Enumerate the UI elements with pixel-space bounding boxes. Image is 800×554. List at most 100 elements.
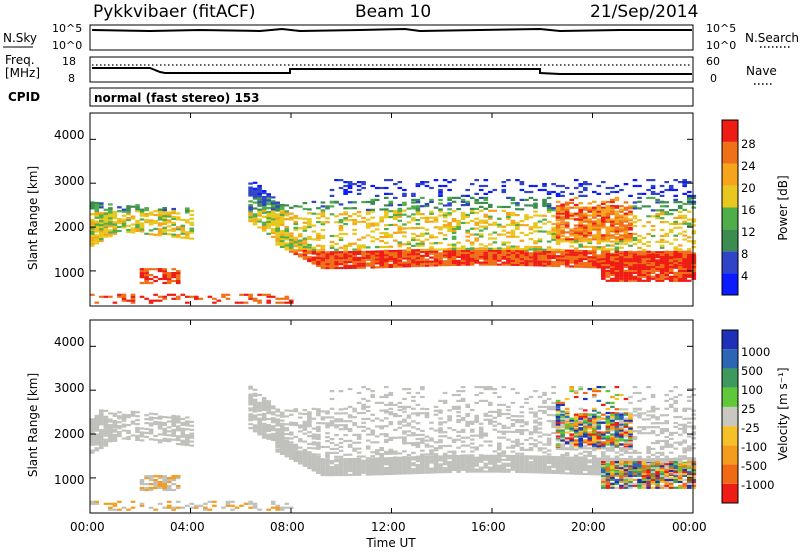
heatmap-cell (519, 183, 525, 186)
heatmap-cell (338, 441, 344, 445)
heatmap-cell (397, 464, 403, 467)
heatmap-cell (298, 426, 303, 429)
heatmap-cell (352, 471, 357, 474)
heatmap-cell (279, 432, 285, 435)
heatmap-cell (424, 453, 430, 456)
heatmap-cell (374, 222, 380, 225)
heatmap-cell (180, 417, 186, 421)
heatmap-cell (610, 224, 615, 227)
heatmap-cell (524, 204, 529, 207)
heatmap-cell (456, 261, 461, 264)
heatmap-cell (537, 427, 543, 430)
heatmap-cell (601, 250, 606, 253)
heatmap-cell (356, 252, 362, 255)
heatmap-cell (99, 206, 104, 209)
heatmap-cell (429, 220, 434, 223)
heatmap-cell (682, 277, 687, 280)
heatmap-cell (153, 413, 158, 416)
heatmap-cell (384, 245, 389, 248)
heatmap-cell (628, 265, 633, 269)
heatmap-cell (650, 258, 656, 261)
heatmap-cell (519, 429, 525, 432)
heatmap-cell (610, 273, 615, 276)
heatmap-cell (157, 481, 163, 484)
heatmap-cell (334, 458, 339, 461)
heatmap-cell (420, 461, 425, 464)
heatmap-cell (252, 297, 258, 300)
heatmap-cell (483, 207, 489, 210)
heatmap-cell (664, 263, 669, 267)
heatmap-cell (248, 506, 253, 509)
heatmap-cell (614, 232, 620, 235)
heatmap-cell (465, 263, 470, 266)
heatmap-cell (460, 464, 466, 467)
heatmap-cell (433, 467, 439, 470)
heatmap-cell (424, 264, 430, 267)
heatmap-cell (465, 253, 470, 256)
heatmap-cell (148, 486, 154, 490)
heatmap-cell (564, 251, 570, 254)
heatmap-cell (596, 254, 602, 257)
heatmap-cell (492, 464, 498, 467)
heatmap-cell (90, 234, 95, 237)
heatmap-cell (347, 244, 353, 247)
heatmap-cell (347, 416, 353, 419)
heatmap-cell (560, 203, 565, 206)
heatmap-cell (320, 410, 326, 413)
heatmap-cell (275, 442, 280, 445)
heatmap-cell (555, 234, 561, 237)
heatmap-cell (397, 456, 403, 459)
heatmap-cell (397, 401, 403, 404)
heatmap-cell (469, 247, 475, 250)
heatmap-cell (384, 265, 389, 269)
heatmap-cell (275, 215, 280, 218)
heatmap-cell (257, 427, 262, 430)
heatmap-cell (266, 400, 271, 403)
heatmap-cell (270, 216, 276, 219)
heatmap-cell (492, 249, 498, 252)
heatmap-cell (691, 254, 697, 257)
heatmap-cell (352, 254, 357, 258)
heatmap-cell (551, 471, 556, 474)
heatmap-cell (637, 253, 642, 256)
heatmap-cell (316, 441, 321, 444)
heatmap-cell (402, 420, 407, 423)
heatmap-cell (117, 500, 122, 503)
heatmap-cell (257, 192, 262, 195)
heatmap-cell (646, 215, 651, 218)
heatmap-cell (171, 479, 176, 482)
heatmap-cell (483, 412, 489, 415)
heatmap-cell (266, 232, 271, 235)
heatmap-cell (451, 428, 457, 432)
heatmap-cell (148, 438, 154, 441)
heatmap-cell (691, 224, 697, 227)
heatmap-cell (442, 248, 448, 251)
heatmap-cell (121, 214, 127, 217)
heatmap-cell (379, 254, 384, 257)
heatmap-cell (365, 234, 371, 237)
heatmap-cell (325, 205, 330, 208)
heatmap-cell (677, 258, 683, 261)
heatmap-cell (298, 446, 303, 449)
heatmap-cell (374, 461, 380, 464)
heatmap-cell (447, 415, 452, 418)
heatmap-cell (316, 437, 321, 440)
heatmap-cell (411, 432, 416, 435)
heatmap-cell (578, 251, 583, 255)
heatmap-cell (162, 276, 167, 279)
heatmap-cell (420, 250, 425, 254)
heatmap-cell (397, 261, 403, 264)
heatmap-cell (610, 258, 615, 261)
heatmap-cell (139, 222, 145, 225)
heatmap-cell (528, 238, 534, 241)
heatmap-cell (569, 238, 574, 241)
heatmap-cell (664, 250, 669, 253)
heatmap-cell (406, 422, 412, 425)
heatmap-cell (370, 390, 375, 393)
heatmap-cell (374, 224, 380, 227)
heatmap-cell (420, 429, 425, 432)
heatmap-cell (546, 260, 552, 263)
heatmap-cell (537, 447, 543, 450)
heatmap-cell (628, 224, 633, 227)
heatmap-cell (352, 473, 357, 476)
